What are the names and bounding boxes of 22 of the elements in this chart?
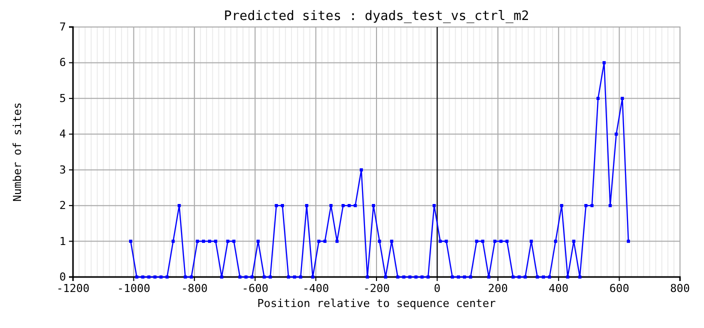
y-tick-label: 7 — [59, 20, 66, 34]
y-tick-label: 4 — [59, 128, 66, 141]
x-axis-title: Position relative to sequence center — [257, 297, 496, 310]
y-tick-label: 2 — [59, 199, 66, 212]
x-tick-label: 200 — [488, 282, 508, 295]
chart-title: Predicted sites : dyads_test_vs_ctrl_m2 — [224, 9, 530, 24]
y-tick-label: 5 — [59, 92, 66, 105]
y-axis-title: Number of sites — [11, 102, 24, 202]
y-tick-label: 3 — [59, 163, 66, 176]
x-tick-label: -600 — [242, 282, 268, 295]
y-tick-label: 6 — [59, 56, 66, 70]
x-tick-label: 800 — [670, 282, 690, 295]
y-tick-label: 0 — [59, 270, 66, 284]
x-tick-label: -1200 — [56, 282, 90, 295]
x-tick-label: 0 — [434, 282, 441, 295]
x-tick-label: 600 — [609, 282, 630, 295]
y-tick-label: 1 — [59, 234, 66, 248]
x-tick-label: -1000 — [117, 282, 150, 295]
x-tick-label: -800 — [181, 282, 208, 295]
x-tick-label: 400 — [548, 282, 569, 295]
x-tick-label: -400 — [302, 282, 330, 295]
x-tick-label: -200 — [363, 282, 390, 295]
